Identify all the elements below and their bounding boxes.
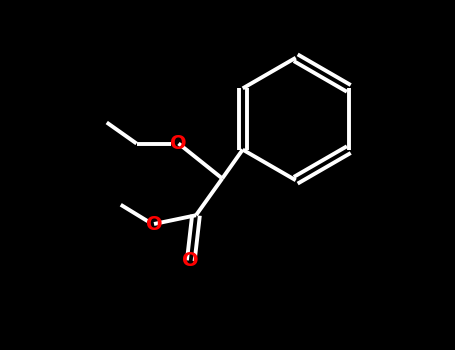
Text: O: O: [146, 215, 162, 233]
Text: O: O: [182, 251, 199, 270]
Text: O: O: [170, 134, 187, 153]
